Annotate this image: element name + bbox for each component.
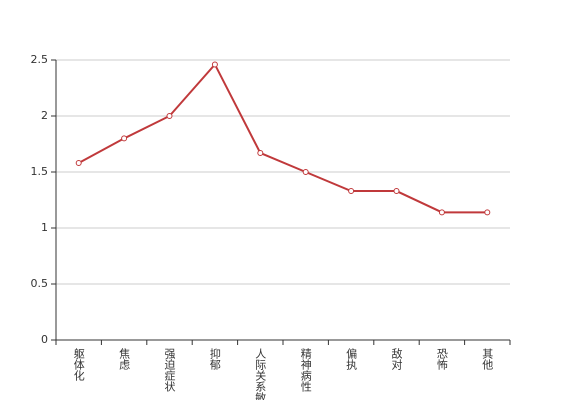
point [75,160,82,167]
x-tick-label: 敌对 [390,347,403,370]
point [348,188,355,195]
y-tick-label: 2.5 [31,53,49,66]
x-tick-label: 偏执 [345,347,358,371]
x-tick-label: 焦虑 [118,348,131,370]
y-tick-label: 0 [41,333,48,346]
x-tick-label: 强迫症状 [163,348,176,392]
point [211,61,218,68]
x-tick-label: 躯体化 [72,348,85,382]
point [393,188,400,195]
x-tick-label: 人际关系敏感 [254,348,267,400]
y-tick-label: 1 [41,221,48,234]
point [121,135,128,142]
x-tick-label: 恐怖 [435,348,448,370]
x-tick-label: 精神病性 [299,348,312,393]
line [78,62,488,214]
x-tick-label: 抑郁 [208,347,221,370]
point [484,209,491,216]
point [438,209,445,216]
y-tick-label: 2 [41,109,48,122]
y-tick-label: 1.5 [31,165,49,178]
point [302,169,309,175]
y-tick-label: 0.5 [31,277,49,290]
point [166,113,173,119]
point [257,149,264,156]
x-tick-label: 其他 [481,348,494,370]
